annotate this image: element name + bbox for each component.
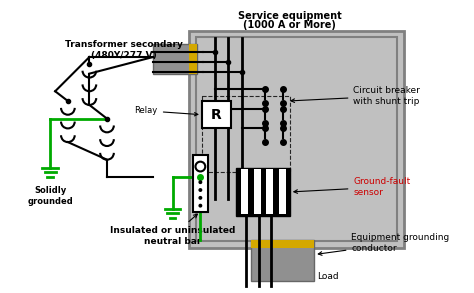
Bar bbox=[189, 31, 404, 248]
Text: Equipment grounding
conductor: Equipment grounding conductor bbox=[318, 233, 450, 255]
Text: Ground-fault
sensor: Ground-fault sensor bbox=[294, 177, 410, 197]
Text: Service equipment: Service equipment bbox=[238, 11, 342, 21]
Text: R: R bbox=[211, 108, 222, 122]
Text: Relay: Relay bbox=[135, 106, 198, 116]
Bar bbox=[153, 44, 197, 74]
Bar bbox=[189, 44, 197, 74]
Bar bbox=[251, 240, 314, 281]
Bar bbox=[236, 168, 290, 217]
Circle shape bbox=[199, 196, 202, 200]
Circle shape bbox=[199, 180, 202, 184]
Circle shape bbox=[199, 188, 202, 192]
Bar bbox=[241, 169, 248, 214]
Text: Load: Load bbox=[317, 272, 339, 281]
Circle shape bbox=[195, 162, 205, 171]
Circle shape bbox=[199, 204, 202, 208]
Text: Solidly
grounded: Solidly grounded bbox=[27, 186, 73, 205]
Text: (1000 A or More): (1000 A or More) bbox=[244, 20, 336, 30]
Bar bbox=[279, 169, 286, 214]
Bar bbox=[196, 38, 397, 241]
Text: Circuit breaker
with shunt trip: Circuit breaker with shunt trip bbox=[291, 86, 420, 106]
Text: Transformer secondary
(480Y/277 V): Transformer secondary (480Y/277 V) bbox=[64, 40, 182, 60]
Bar bbox=[266, 169, 273, 214]
Bar bbox=[254, 169, 261, 214]
Bar bbox=[193, 155, 208, 212]
Bar bbox=[202, 101, 231, 128]
Text: Insulated or uninsulated
neutral bar: Insulated or uninsulated neutral bar bbox=[110, 214, 235, 246]
Bar bbox=[251, 240, 314, 248]
